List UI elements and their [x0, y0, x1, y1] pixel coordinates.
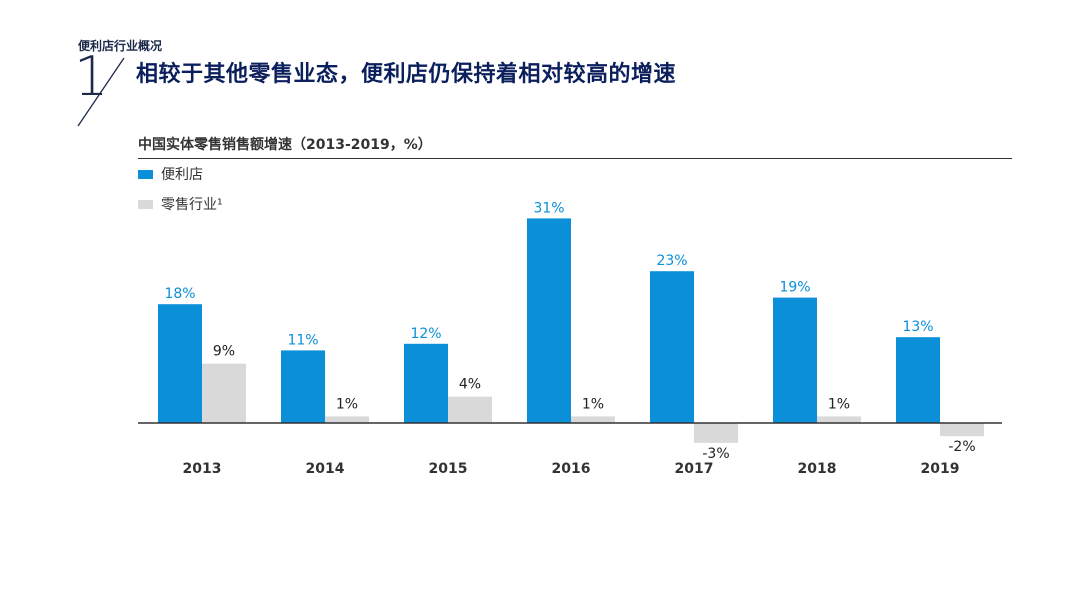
- data-label-retail-2018: 1%: [828, 396, 850, 412]
- bar-convenience-2018: [773, 297, 817, 423]
- x-tick-label-2019: 2019: [921, 461, 960, 477]
- legend-item-convenience: 便利店: [138, 165, 203, 183]
- data-label-convenience-2017: 23%: [656, 253, 687, 269]
- bar-convenience-2013: [158, 304, 202, 423]
- data-label-convenience-2018: 19%: [779, 280, 810, 296]
- bar-convenience-2016: [527, 218, 571, 423]
- legend-swatch-retail: [138, 199, 153, 209]
- data-label-retail-2019: -2%: [948, 439, 975, 455]
- bar-retail-2019: [940, 423, 984, 437]
- data-label-retail-2017: -3%: [702, 446, 729, 462]
- slide-number: 1: [74, 45, 109, 108]
- page-title: 相较于其他零售业态，便利店仍保持着相对较高的增速: [136, 62, 677, 87]
- bar-convenience-2014: [281, 350, 325, 423]
- data-label-retail-2014: 1%: [336, 396, 358, 412]
- data-label-convenience-2013: 18%: [164, 286, 195, 302]
- data-label-convenience-2014: 11%: [287, 332, 318, 348]
- legend-label-convenience: 便利店: [161, 167, 203, 183]
- x-tick-label-2014: 2014: [306, 461, 345, 477]
- data-label-convenience-2015: 12%: [410, 326, 441, 342]
- data-label-retail-2013: 9%: [213, 344, 235, 360]
- bar-convenience-2015: [404, 343, 448, 423]
- data-label-convenience-2016: 31%: [533, 200, 564, 216]
- slash-decoration: [77, 57, 125, 127]
- data-label-convenience-2019: 13%: [902, 319, 933, 335]
- legend-item-retail: 零售行业¹: [138, 195, 223, 213]
- chart-title-rule: [138, 158, 1012, 159]
- section-label: 便利店行业概况: [78, 39, 163, 53]
- bar-retail-2015: [448, 396, 492, 423]
- data-label-retail-2016: 1%: [582, 396, 604, 412]
- x-tick-label-2015: 2015: [429, 461, 468, 477]
- bar-retail-2016: [571, 416, 615, 423]
- data-label-retail-2015: 4%: [459, 377, 481, 393]
- bar-convenience-2017: [650, 271, 694, 423]
- legend-swatch-convenience: [138, 169, 153, 179]
- chart-title: 中国实体零售销售额增速（2013-2019，%）: [138, 137, 432, 153]
- legend-label-retail: 零售行业¹: [161, 197, 223, 213]
- x-tick-label-2017: 2017: [675, 461, 714, 477]
- bar-retail-2014: [325, 416, 369, 423]
- x-tick-label-2018: 2018: [798, 461, 837, 477]
- bar-retail-2017: [694, 423, 738, 443]
- x-tick-label-2013: 2013: [183, 461, 222, 477]
- x-tick-label-2016: 2016: [552, 461, 591, 477]
- bar-retail-2018: [817, 416, 861, 423]
- bar-convenience-2019: [896, 337, 940, 423]
- bar-retail-2013: [202, 363, 246, 423]
